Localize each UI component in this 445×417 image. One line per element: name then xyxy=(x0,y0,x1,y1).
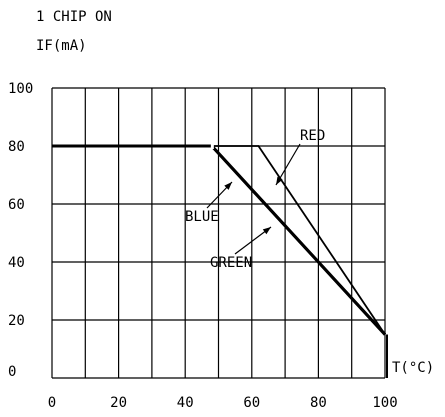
y-axis-label: IF(mA) xyxy=(36,38,87,54)
series-label-blue: BLUE xyxy=(185,209,219,225)
chart-title: 1 CHIP ON xyxy=(36,9,112,25)
arrowhead xyxy=(224,182,232,190)
y-tick-label: 20 xyxy=(8,313,25,329)
series-label-red: RED xyxy=(300,128,325,144)
arrowhead xyxy=(262,227,271,235)
knee-gap xyxy=(210,143,214,149)
y-tick-label: 40 xyxy=(8,255,25,271)
x-tick-label: 40 xyxy=(177,395,194,411)
x-tick-label: 0 xyxy=(48,395,56,411)
y-tick-label: 60 xyxy=(8,197,25,213)
y-tick-label: 80 xyxy=(8,139,25,155)
x-tick-label: 20 xyxy=(110,395,127,411)
x-tick-label: 80 xyxy=(310,395,327,411)
y-tick-label: 0 xyxy=(8,364,16,380)
arrowhead xyxy=(276,176,283,185)
series-line-red xyxy=(52,145,386,336)
y-tick-label: 100 xyxy=(8,81,33,97)
series-label-green: GREEN xyxy=(210,255,252,271)
x-tick-label: 60 xyxy=(243,395,260,411)
x-axis-label: T(°C) xyxy=(392,360,434,376)
x-tick-label: 100 xyxy=(372,395,397,411)
